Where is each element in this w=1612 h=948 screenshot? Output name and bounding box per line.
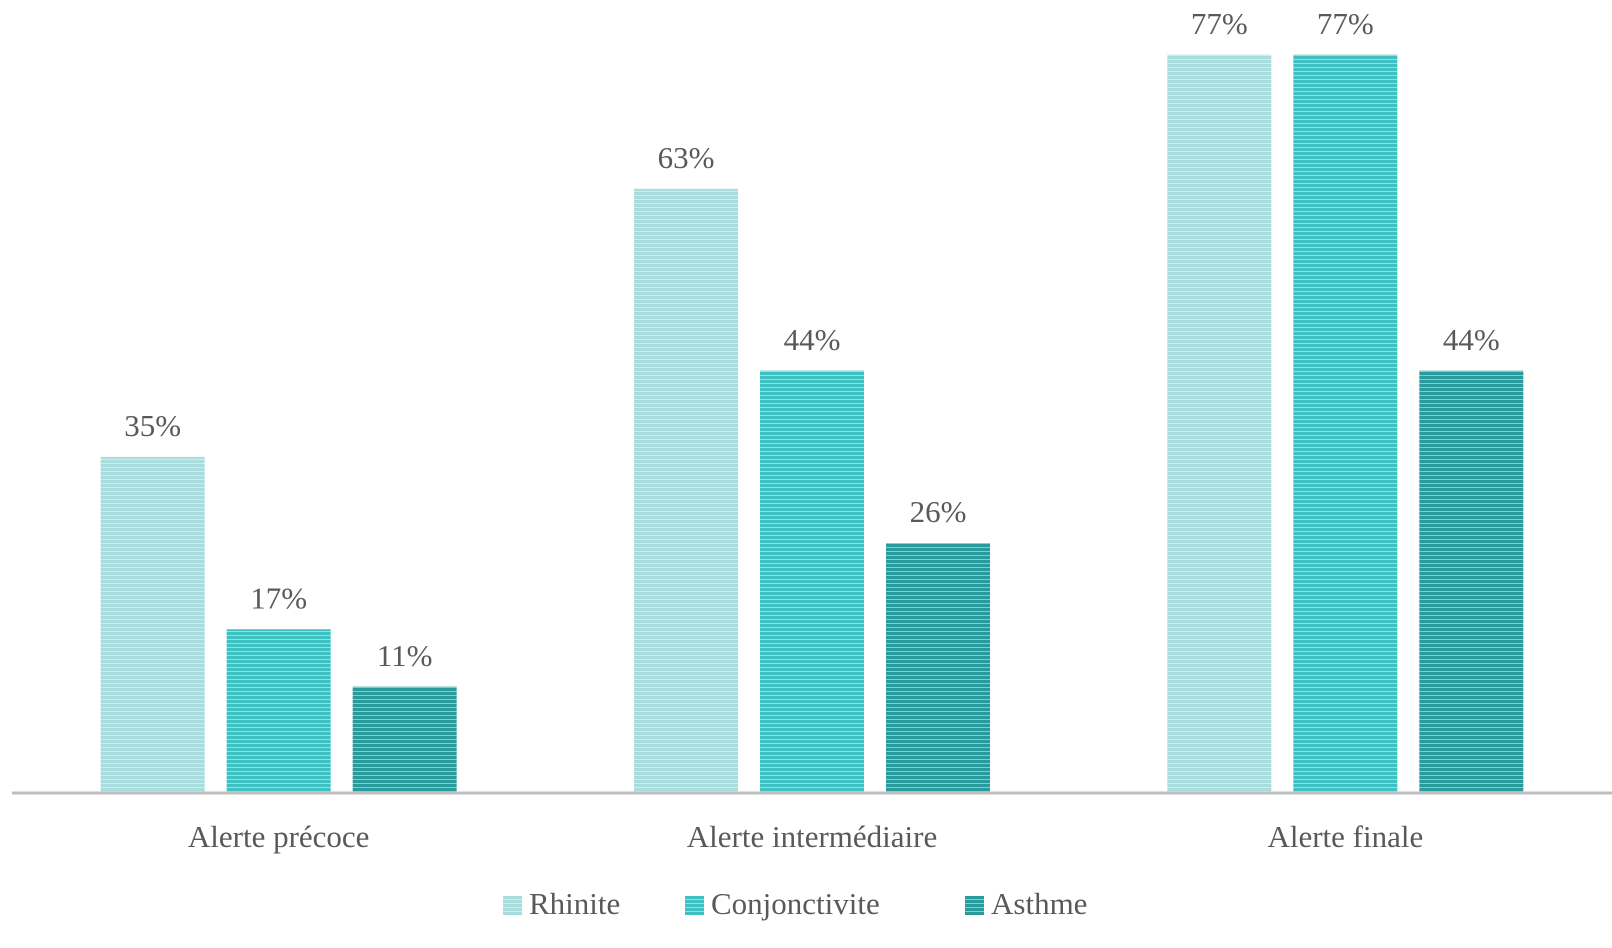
bar <box>226 629 331 792</box>
legend-label: Rhinite <box>529 886 620 921</box>
bar <box>1419 370 1524 792</box>
legend-swatch <box>685 896 704 915</box>
legend-swatch <box>503 896 522 915</box>
x-tick-label: Alerte finale <box>1267 819 1423 854</box>
legend-swatch <box>965 896 984 915</box>
data-label: 63% <box>658 140 715 175</box>
data-label: 44% <box>1443 322 1500 357</box>
x-tick-label: Alerte intermédiaire <box>687 819 937 854</box>
legend-label: Asthme <box>991 886 1087 921</box>
bar <box>634 188 738 792</box>
bar <box>1293 54 1398 793</box>
data-label: 17% <box>250 580 307 615</box>
data-label: 35% <box>124 408 181 443</box>
bar <box>100 456 205 792</box>
legend-label: Conjonctivite <box>711 886 880 921</box>
bar <box>352 686 457 792</box>
bar <box>1167 54 1272 793</box>
bar <box>886 543 990 792</box>
data-label: 11% <box>377 638 433 673</box>
data-label: 26% <box>910 494 967 529</box>
data-label: 77% <box>1191 6 1248 41</box>
bar <box>760 370 864 792</box>
x-tick-label: Alerte précoce <box>188 819 370 854</box>
data-label: 77% <box>1317 6 1374 41</box>
data-label: 44% <box>784 322 841 357</box>
